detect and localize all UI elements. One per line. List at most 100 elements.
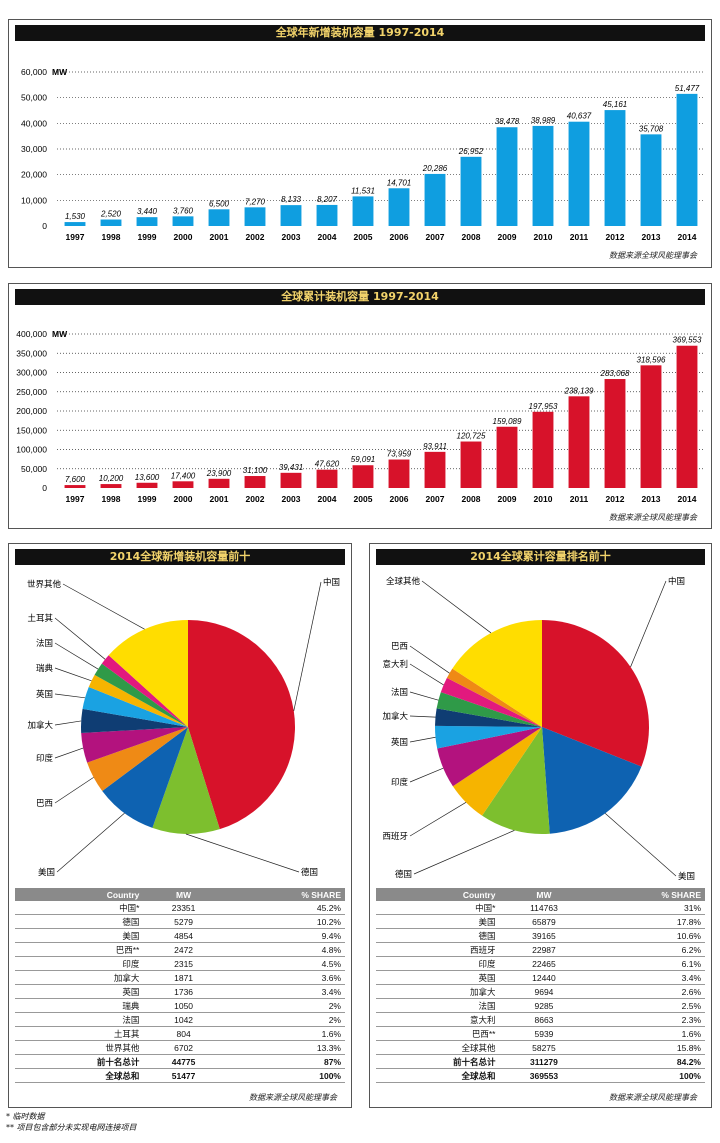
table-row: 法国 1042 2%	[15, 1012, 345, 1027]
table-row: 德国 39165 10.6%	[376, 928, 705, 943]
slice-label: 土耳其	[27, 613, 53, 623]
x-tick-label: 2002	[246, 232, 265, 242]
slice-label: 印度	[391, 777, 409, 787]
table-cell: 9285	[499, 998, 589, 1013]
table-cell: 13.3%	[223, 1040, 345, 1055]
bar	[604, 379, 626, 488]
slice-label: 法国	[36, 638, 53, 648]
data-label: 35,708	[639, 124, 664, 133]
table-cell: 美国	[15, 928, 144, 943]
table-row: 德国 5279 10.2%	[15, 914, 345, 929]
pie-slice	[440, 677, 542, 727]
new-top10-source: 数据来源全球风能理事会	[249, 1093, 337, 1102]
annual-source: 数据来源全球风能理事会	[609, 251, 697, 260]
pie-slice	[82, 686, 188, 727]
table-cell: 1042	[143, 1012, 224, 1027]
slice-label: 中国	[668, 576, 685, 586]
pie-slice	[446, 668, 542, 727]
bar	[172, 216, 194, 226]
table-cell: 311279	[499, 1054, 589, 1069]
x-tick-label: 2004	[318, 494, 337, 504]
table-cell: 15.8%	[588, 1040, 705, 1055]
table-row: 印度 2315 4.5%	[15, 956, 345, 971]
table-row: 英国 1736 3.4%	[15, 984, 345, 999]
slice-label: 德国	[301, 867, 318, 877]
bar	[496, 127, 518, 226]
column-header: % SHARE	[223, 888, 345, 901]
column-header: Country	[376, 888, 500, 901]
table-row: 意大利 8663 2.3%	[376, 1012, 705, 1027]
y-tick-label: 10,000	[21, 195, 47, 205]
data-label: 38,989	[531, 116, 556, 125]
x-tick-label: 1999	[138, 232, 157, 242]
table-cell: 中国*	[376, 901, 500, 915]
table-cell: 3.4%	[588, 970, 705, 985]
data-label: 93,911	[423, 442, 447, 451]
table-cell: 12440	[499, 970, 589, 985]
x-tick-label: 2007	[426, 232, 445, 242]
table-cell: 法国	[376, 998, 500, 1013]
bar	[424, 451, 446, 488]
bar	[352, 465, 374, 488]
data-label: 238,139	[564, 386, 594, 395]
y-tick-label: 50,000	[21, 93, 47, 103]
data-label: 11,531	[351, 186, 375, 195]
bar	[208, 209, 230, 226]
pie-slice	[88, 674, 188, 727]
y-tick-label: 250,000	[16, 387, 47, 397]
table-cell: 瑞典	[15, 998, 144, 1013]
table-cell: 巴西**	[15, 942, 144, 957]
leader-line	[54, 693, 86, 699]
x-tick-label: 2010	[534, 232, 553, 242]
x-tick-label: 1997	[66, 232, 85, 242]
table-cell: 58275	[499, 1040, 589, 1055]
table-cell: 31%	[588, 901, 705, 915]
table-cell: 5939	[499, 1026, 589, 1041]
data-label: 14,701	[387, 178, 411, 187]
y-unit-label: MW	[52, 329, 68, 339]
table-row: 全球其他 58275 15.8%	[376, 1040, 705, 1055]
table-cell: 英国	[15, 984, 144, 999]
x-tick-label: 2003	[282, 494, 301, 504]
slice-label: 印度	[36, 753, 54, 763]
cumulative-source: 数据来源全球风能理事会	[609, 513, 697, 522]
pie-slice	[435, 708, 542, 727]
leader-line	[185, 833, 300, 873]
table-cell: 1.6%	[223, 1026, 345, 1041]
table-cell: 意大利	[376, 1012, 500, 1027]
data-label: 38,478	[495, 117, 520, 126]
table-cell: 印度	[15, 956, 144, 971]
slice-label: 瑞典	[36, 663, 54, 673]
pie-slice	[452, 620, 542, 727]
column-header: MW	[499, 888, 589, 901]
table-row: 印度 22465 6.1%	[376, 956, 705, 971]
y-tick-label: 200,000	[16, 406, 47, 416]
table-cell: 2472	[143, 942, 224, 957]
x-tick-label: 2008	[462, 232, 481, 242]
data-label: 3,440	[137, 207, 158, 216]
x-tick-label: 1998	[102, 494, 121, 504]
slice-label: 法国	[391, 687, 408, 697]
x-tick-label: 1999	[138, 494, 157, 504]
pie-slice	[101, 655, 188, 727]
pie-slice	[482, 727, 550, 834]
x-tick-label: 2009	[498, 232, 517, 242]
table-cell: 2%	[223, 998, 345, 1013]
data-label: 73,959	[387, 450, 412, 459]
x-tick-label: 2011	[570, 494, 589, 504]
pie-slice	[452, 727, 542, 816]
table-row: 加拿大 1871 3.6%	[15, 970, 345, 985]
column-header: MW	[143, 888, 224, 901]
data-label: 45,161	[603, 100, 627, 109]
bar	[64, 485, 86, 488]
leader-line	[62, 583, 145, 630]
x-tick-label: 2010	[534, 494, 553, 504]
slice-label: 加拿大	[27, 720, 53, 730]
table-cell: 加拿大	[376, 984, 500, 999]
data-label: 7,600	[65, 475, 86, 484]
table-header-row: Country MW% SHARE	[376, 888, 705, 901]
table-cell: 4.8%	[223, 942, 345, 957]
x-tick-label: 2004	[318, 232, 337, 242]
bar	[100, 484, 122, 488]
